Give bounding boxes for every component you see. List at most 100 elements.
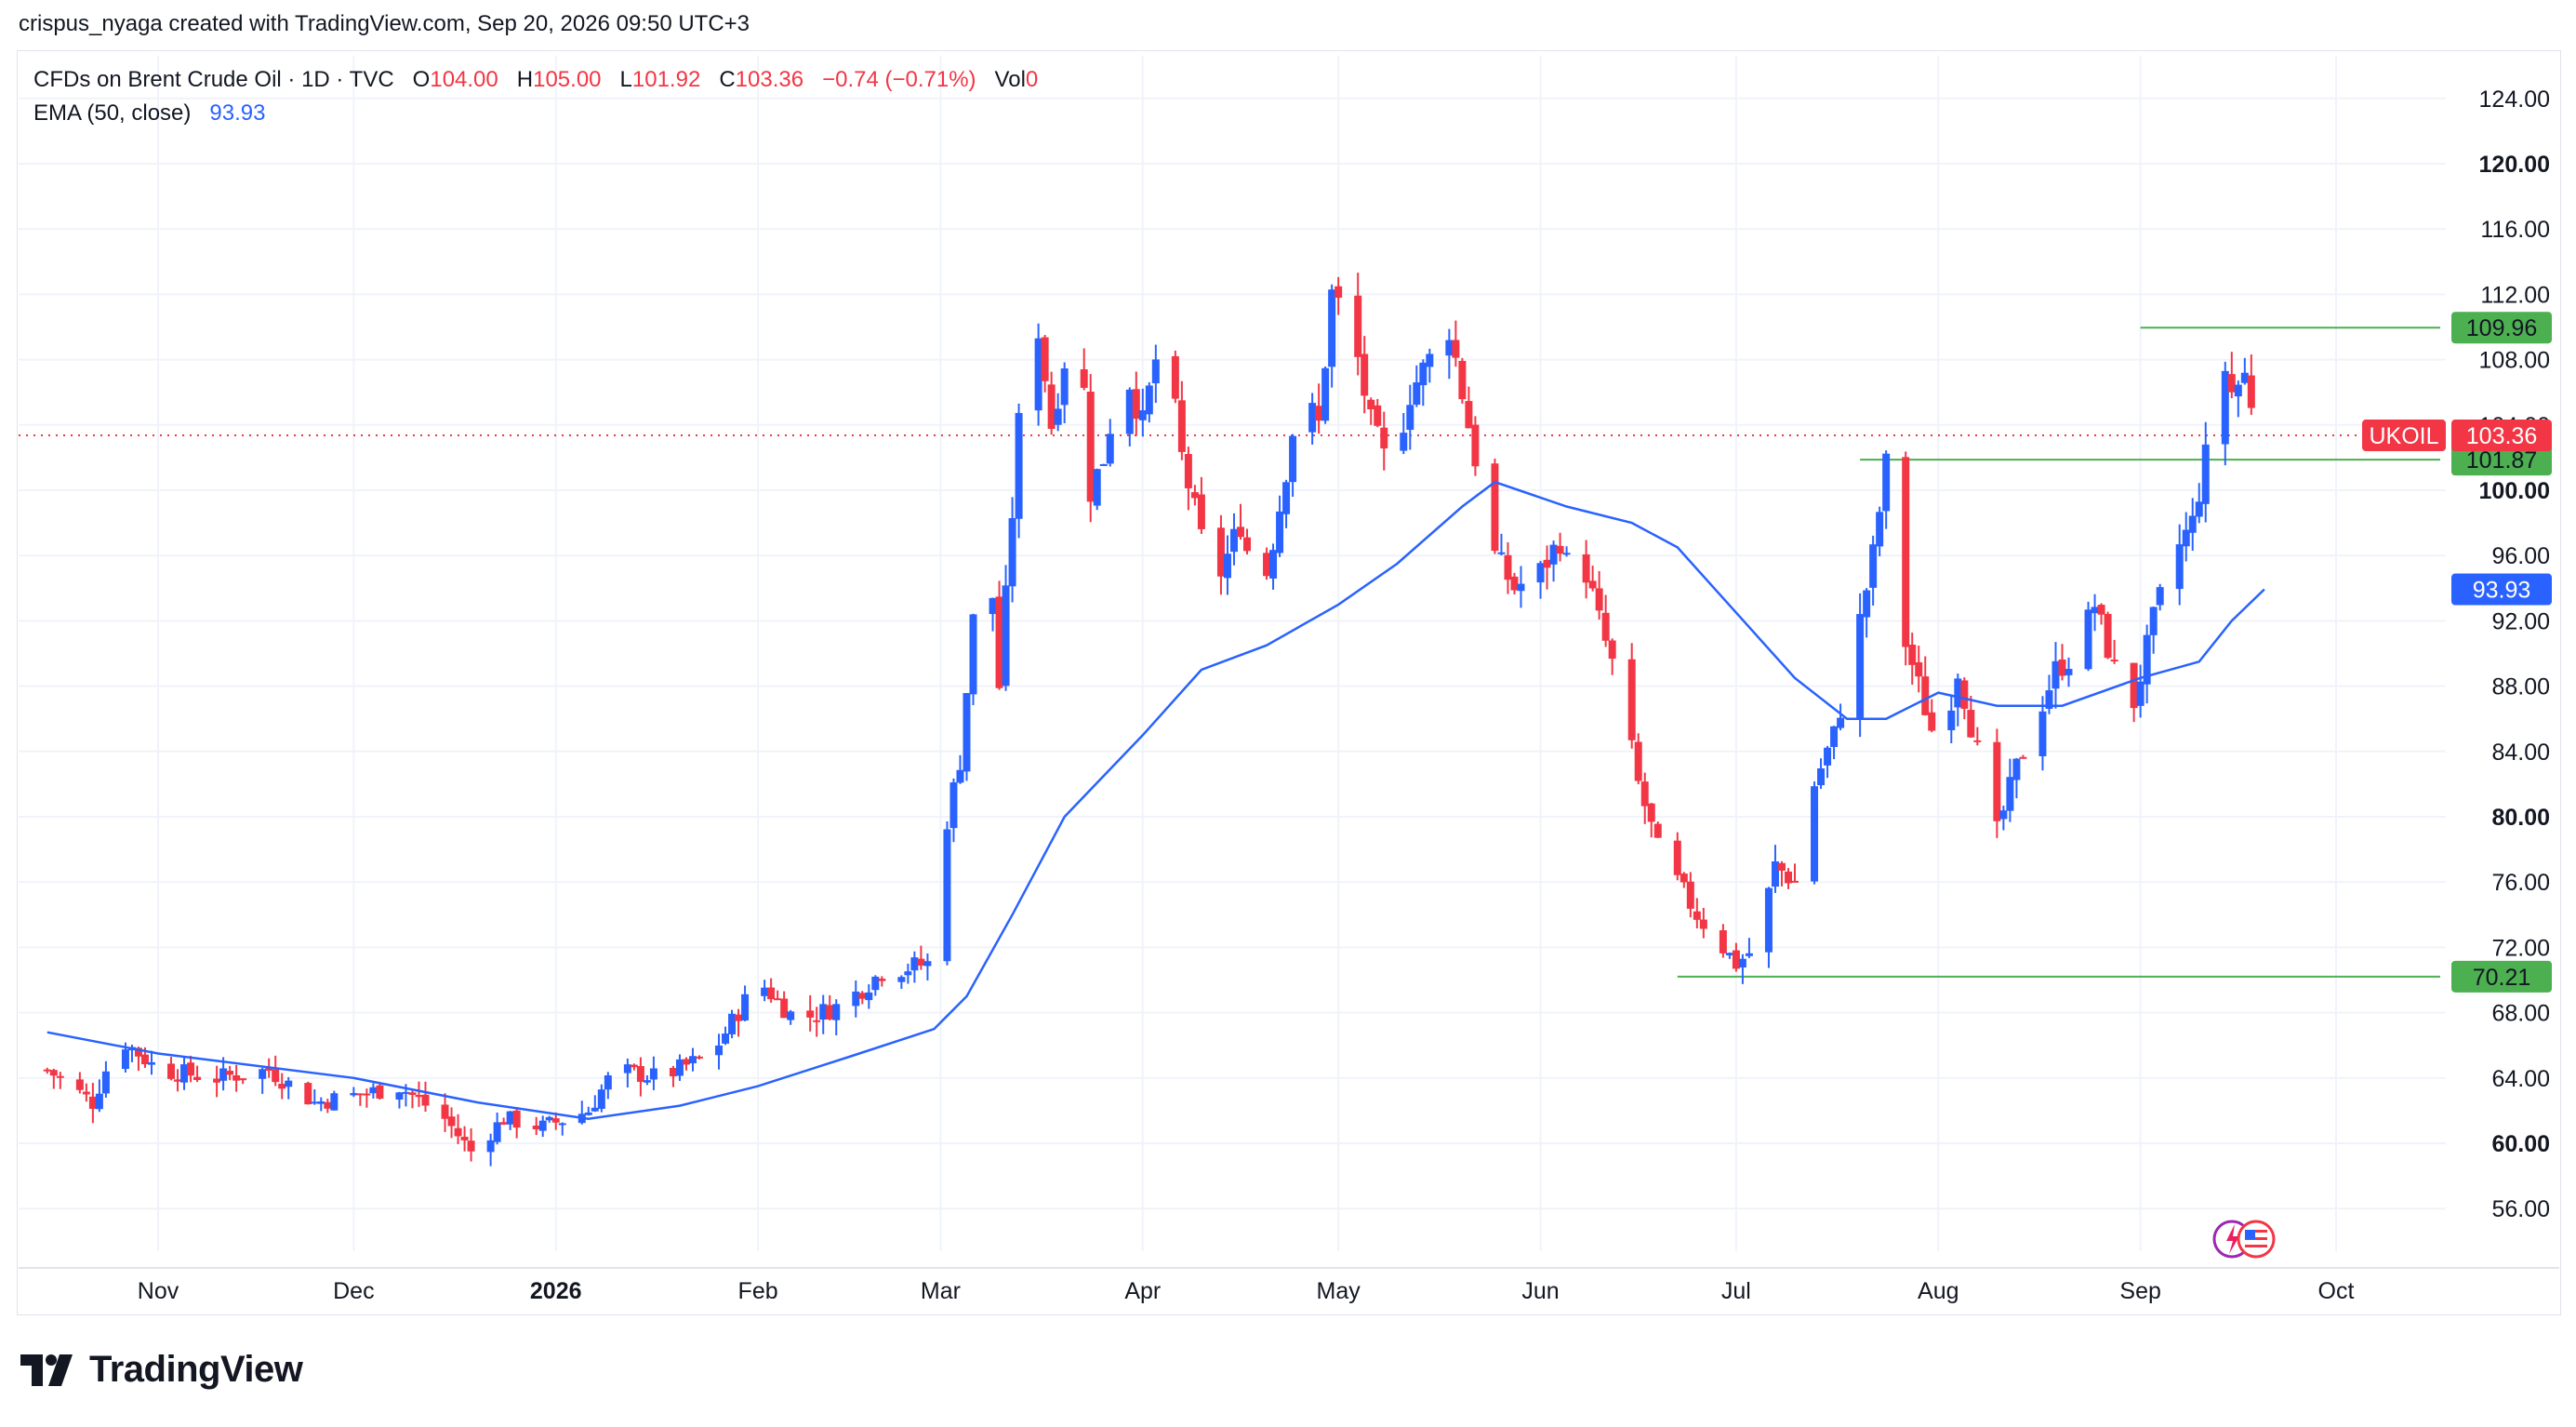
y-tick-label: 76.00: [2491, 870, 2550, 896]
candle-body: [467, 1140, 475, 1152]
candle-body: [2195, 501, 2203, 517]
y-tick-label: 108.00: [2479, 348, 2550, 374]
candle-body: [1223, 553, 1231, 579]
candle-body: [259, 1069, 267, 1079]
candle-body: [1015, 412, 1023, 519]
candle-body: [1680, 874, 1688, 883]
ema-value: 93.93: [209, 100, 266, 126]
x-tick-label: Apr: [1124, 1278, 1161, 1304]
candle-body: [1138, 410, 1147, 420]
candle-body: [1915, 661, 1923, 677]
candle-body: [304, 1083, 312, 1105]
candle-body: [969, 614, 977, 695]
candle-body: [1060, 368, 1069, 406]
candle-body: [1608, 640, 1616, 660]
candle-body: [1504, 554, 1512, 580]
candle-body: [1276, 511, 1284, 553]
x-tick-label: Aug: [1918, 1278, 1959, 1304]
candle-body: [1837, 717, 1845, 728]
ema-label[interactable]: EMA (50, close): [33, 100, 192, 126]
candle-body: [324, 1101, 332, 1109]
candle-body: [1145, 385, 1153, 415]
candle-body: [1321, 367, 1330, 421]
candle-body: [1080, 368, 1088, 388]
candle-body: [722, 1034, 730, 1044]
symbol-badge: [2362, 420, 2446, 452]
candle-body: [1967, 710, 1975, 738]
candle-body: [1777, 862, 1786, 871]
y-tick-label: 92.00: [2491, 608, 2550, 634]
candlestick-series: [43, 273, 2255, 1167]
candle-body: [1908, 645, 1917, 665]
candle-body: [2201, 444, 2210, 504]
candle-body: [1132, 389, 1140, 420]
candle-body: [695, 1056, 703, 1059]
candle-body: [1817, 768, 1826, 786]
x-tick-label: 2026: [530, 1278, 582, 1304]
high-label: H: [516, 67, 534, 92]
symbol-description[interactable]: CFDs on Brent Crude Oil · 1D · TVC: [33, 67, 394, 92]
candle-body: [597, 1089, 605, 1109]
open-label: O: [412, 67, 431, 92]
candle-body: [1269, 550, 1278, 579]
x-tick-label: Jun: [1521, 1278, 1559, 1304]
candle-body: [2019, 756, 2027, 759]
candle-body: [558, 1123, 566, 1126]
x-tick-label: Oct: [2318, 1278, 2355, 1304]
candle-body: [1999, 810, 2008, 820]
candle-body: [1406, 405, 1414, 431]
y-tick-label: 68.00: [2491, 1001, 2550, 1027]
candle-body: [2097, 605, 2105, 615]
candle-body: [1673, 840, 1681, 875]
candle-body: [1471, 424, 1480, 467]
candle-body: [447, 1116, 456, 1127]
candle-body: [787, 1011, 795, 1020]
candle-body: [1725, 953, 1733, 955]
candle-body: [1171, 355, 1179, 399]
candle-body: [285, 1080, 293, 1087]
candle-body: [278, 1084, 286, 1089]
change-value: −0.74 (−0.71%): [822, 67, 976, 92]
candle-body: [356, 1093, 365, 1096]
candle-body: [688, 1056, 697, 1064]
y-tick-label: 72.00: [2491, 935, 2550, 961]
legend-row-ohlc: CFDs on Brent Crude Oil · 1D · TVC O104.…: [33, 63, 1038, 97]
candle-body: [989, 597, 997, 615]
candle-body: [43, 1069, 51, 1072]
candle-body: [949, 782, 958, 829]
candle-body: [806, 1010, 815, 1018]
x-tick-label: Nov: [138, 1278, 179, 1304]
candle-body: [2149, 607, 2158, 635]
candle-body: [395, 1092, 404, 1100]
tradingview-logo[interactable]: TradingView: [20, 1349, 303, 1391]
candle-body: [1289, 435, 1297, 483]
candle-body: [1236, 527, 1244, 538]
candle-body: [167, 1063, 176, 1079]
candle-body: [239, 1078, 247, 1081]
candle-body: [728, 1013, 737, 1034]
candle-body: [1034, 338, 1042, 411]
candle-body: [767, 987, 776, 1000]
high-value: 105.00: [533, 67, 602, 92]
candle-body: [2227, 374, 2236, 393]
candle-body: [1791, 880, 1799, 883]
candle-body: [649, 1068, 657, 1080]
candle-body: [2091, 607, 2099, 614]
candle-body: [1190, 492, 1199, 499]
candle-body: [538, 1120, 547, 1131]
candle-body: [317, 1100, 325, 1104]
candle-body: [1413, 382, 1421, 405]
candle-body: [923, 961, 932, 967]
candle-body: [2065, 669, 2073, 675]
level-badge: [2451, 960, 2552, 993]
candle-body: [1452, 340, 1460, 358]
candle-body: [1400, 433, 1408, 451]
candle-body: [506, 1111, 514, 1125]
candle-body: [623, 1064, 631, 1074]
level-badge-label: 101.87: [2466, 447, 2537, 473]
y-tick-label: 120.00: [2479, 152, 2550, 178]
candle-body: [1954, 678, 1962, 708]
tradingview-logo-icon: [20, 1354, 73, 1386]
candle-body: [402, 1091, 410, 1094]
